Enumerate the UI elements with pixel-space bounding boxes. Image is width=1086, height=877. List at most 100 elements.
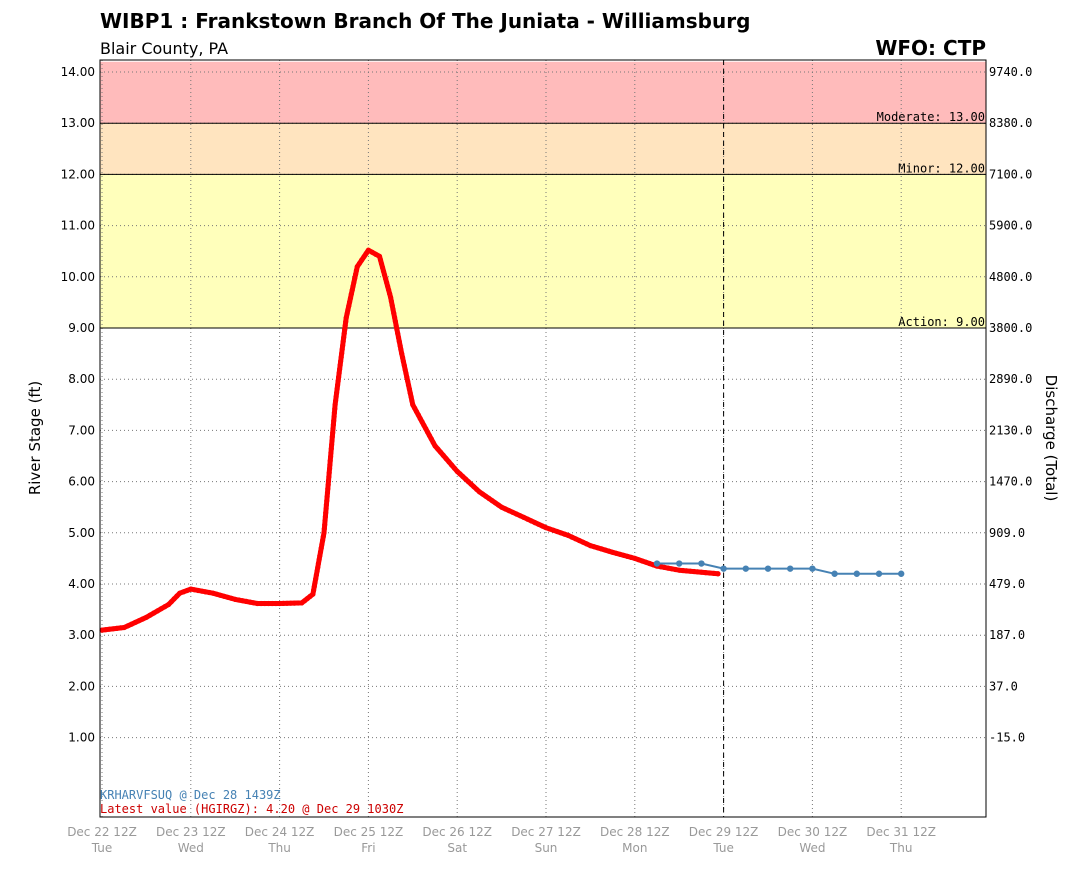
forecast-point (653, 560, 661, 567)
y2-tick-label: 3800.0 (989, 321, 1032, 335)
x-tick-day-label: Fri (361, 841, 375, 855)
observed-point (348, 291, 354, 297)
observed-point (337, 366, 343, 372)
flood-band-action (100, 174, 986, 328)
observed-point (405, 378, 411, 384)
y2-tick-label: 9740.0 (989, 65, 1032, 79)
observed-point (284, 600, 290, 606)
observed-point (334, 390, 340, 396)
observed-point (328, 446, 334, 452)
observed-point (331, 418, 337, 424)
observed-point (335, 378, 341, 384)
forecast-point (698, 560, 705, 567)
observed-point (331, 414, 337, 420)
observed-point (273, 600, 279, 607)
x-tick-label: Dec 23 12Z (156, 825, 226, 839)
observed-point (329, 434, 335, 440)
observed-point (391, 310, 397, 316)
observed-point (407, 390, 413, 396)
observed-point (326, 474, 332, 480)
forecast-issuance-note: KRHARVFSUQ @ Dec 28 1439Z (100, 788, 281, 802)
x-tick-label: Dec 29 12Z (689, 825, 759, 839)
observed-point (323, 502, 329, 508)
y2-tick-label: 37.0 (989, 679, 1018, 693)
observed-point (325, 482, 331, 488)
y2-tick-label: 479.0 (989, 577, 1025, 591)
x-tick-day-label: Sun (535, 841, 558, 855)
observed-point (320, 537, 326, 544)
observed-point (333, 394, 339, 400)
x-tick-day-label: Thu (267, 841, 291, 855)
x-tick-label: Dec 31 12Z (866, 825, 936, 839)
observed-point (322, 522, 328, 528)
y-tick-label: 4.00 (68, 577, 95, 591)
x-tick-label: Dec 30 12Z (778, 825, 848, 839)
observed-point (388, 294, 394, 300)
forecast-point (853, 570, 860, 577)
observed-point (342, 323, 348, 329)
y2-tick-label: 909.0 (989, 526, 1025, 540)
observed-point (400, 354, 406, 361)
observed-point (295, 600, 301, 606)
forecast-point (676, 560, 683, 567)
observed-point (313, 576, 319, 582)
observed-point (342, 327, 348, 333)
observed-point (327, 466, 333, 472)
observed-point (325, 478, 332, 484)
y-tick-label: 14.00 (61, 65, 95, 79)
y-tick-label: 8.00 (68, 372, 95, 386)
x-tick-label: Dec 22 12Z (67, 825, 137, 839)
y-tick-label: 11.00 (61, 219, 95, 233)
observed-point (711, 570, 717, 577)
forecast-point (764, 565, 772, 572)
observed-point (330, 422, 336, 428)
chart-title: WIBP1 : Frankstown Branch Of The Juniata… (100, 9, 751, 33)
observed-point (280, 600, 286, 607)
y-tick-label: 1.00 (68, 731, 95, 745)
observed-point (341, 334, 347, 341)
y-tick-label: 5.00 (68, 526, 95, 540)
observed-point (392, 314, 398, 320)
x-tick-label: Dec 27 12Z (511, 825, 581, 839)
observed-point (402, 366, 408, 372)
observed-point (388, 298, 394, 304)
observed-point (715, 571, 721, 577)
observed-point (408, 394, 414, 400)
observed-point (395, 330, 401, 337)
forecast-point (809, 565, 816, 572)
observed-point (389, 302, 395, 308)
observed-point (334, 386, 340, 392)
observed-point (344, 311, 350, 317)
observed-point (401, 362, 407, 368)
y-tick-label: 7.00 (68, 423, 95, 437)
observed-point (397, 343, 403, 349)
x-tick-day-label: Tue (712, 841, 734, 855)
y-tick-label: 3.00 (68, 628, 95, 642)
y-tick-label: 12.00 (61, 167, 95, 181)
observed-point (336, 370, 342, 376)
x-tick-day-label: Thu (889, 841, 913, 855)
observed-point (322, 518, 328, 524)
chart-subtitle: Blair County, PA (100, 39, 229, 58)
observed-point (338, 354, 344, 360)
observed-point (324, 494, 330, 500)
y-tick-label: 10.00 (61, 270, 95, 284)
observed-point (409, 398, 415, 404)
observed-point (336, 374, 342, 380)
observed-point (403, 370, 409, 376)
observed-point (327, 458, 333, 464)
flood-band-minor (100, 123, 986, 175)
forecast-point (875, 570, 883, 577)
forecast-point (831, 570, 838, 577)
y2-tick-label: 1470.0 (989, 475, 1032, 489)
observed-point (698, 569, 705, 575)
x-tick-day-label: Sat (447, 841, 467, 855)
observed-point (337, 362, 343, 368)
observed-point (703, 570, 709, 576)
observed-point (340, 342, 346, 349)
y2-tick-label: 4800.0 (989, 270, 1032, 284)
observed-point (326, 470, 332, 476)
observed-point (343, 319, 349, 325)
observed-point (323, 506, 329, 512)
observed-point (265, 600, 272, 607)
